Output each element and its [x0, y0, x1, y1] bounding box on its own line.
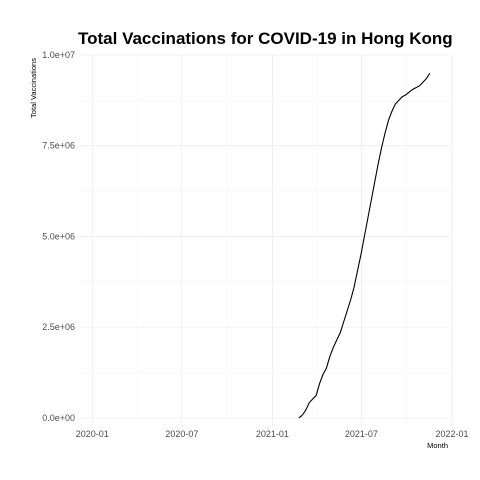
tick-labels: 0.0e+00 2.5e+06 5.0e+06 7.5e+06 1.0e+07 2020-… — [42, 50, 468, 439]
x-tick-label: 2022-01 — [435, 429, 468, 439]
x-tick-label: 2021-07 — [345, 429, 378, 439]
grid — [79, 54, 453, 427]
y-tick-label: 0.0e+00 — [42, 413, 75, 423]
y-tick-label: 5.0e+06 — [42, 231, 75, 241]
y-tick-label: 2.5e+06 — [42, 322, 75, 332]
y-tick-label: 7.5e+06 — [42, 141, 75, 151]
y-axis-label: Total Vaccinations — [29, 58, 38, 118]
y-tick-label: 1.0e+07 — [42, 50, 75, 60]
chart-title: Total Vaccinations for COVID-19 in Hong … — [78, 29, 453, 48]
series-line — [298, 72, 431, 419]
series — [298, 72, 431, 419]
x-tick-label: 2020-01 — [76, 429, 109, 439]
x-tick-label: 2020-07 — [165, 429, 198, 439]
x-axis-label: Month — [427, 441, 448, 450]
x-tick-label: 2021-01 — [256, 429, 289, 439]
